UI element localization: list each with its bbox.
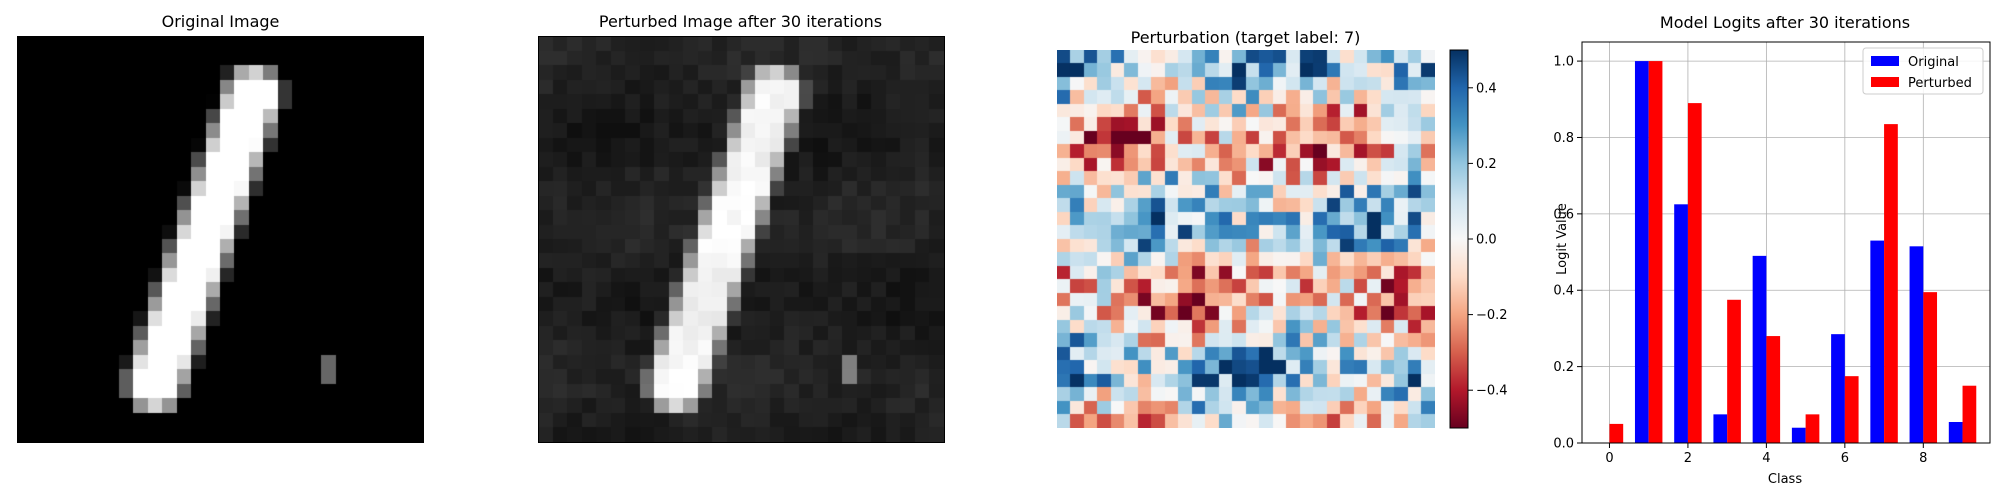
legend: Original Perturbed [1862, 47, 1984, 95]
bar-original-class-8 [1909, 246, 1924, 443]
y-tick-label: 0.6 [1553, 207, 1574, 222]
x-tick-label: 8 [1919, 451, 1927, 466]
colorbar-gradient [1449, 49, 1469, 429]
x-tick-label: 2 [1684, 451, 1692, 466]
colorbar: 0.4 0.2 0.0 −0.2 −0.4 [1449, 49, 1508, 429]
y-tick-label: 0.8 [1553, 131, 1574, 146]
colorbar-tick-label: 0.2 [1476, 157, 1497, 172]
bar-original-class-6 [1831, 334, 1845, 443]
x-tick-label: 6 [1841, 451, 1849, 466]
bar-original-class-1 [1634, 61, 1649, 443]
perturbation-heatmap [1057, 50, 1435, 428]
perturbation-title: Perturbation (target label: 7) [1130, 28, 1361, 47]
x-tick-label: 4 [1762, 451, 1770, 466]
chart-title: Model Logits after 30 iterations [1660, 13, 1910, 32]
bar-perturbed-class-3 [1727, 299, 1741, 443]
y-tick-label: 0.4 [1553, 284, 1574, 299]
bar-perturbed-class-9 [1962, 385, 1977, 443]
plot-frame [1581, 41, 1991, 444]
bar-perturbed-class-1 [1648, 61, 1663, 443]
bar-perturbed-class-8 [1923, 292, 1938, 443]
bar-original-class-4 [1752, 255, 1767, 443]
x-axis-label: Class [1768, 472, 1802, 487]
original-image-title: Original Image [161, 12, 280, 31]
bar-original-class-7 [1870, 240, 1885, 443]
legend-label-original: Original [1908, 55, 1959, 70]
bar-perturbed-class-7 [1884, 124, 1898, 443]
legend-label-perturbed: Perturbed [1908, 76, 1972, 91]
y-tick-label: 0.0 [1553, 437, 1574, 452]
perturbed-image [538, 36, 945, 443]
bar-original-class-2 [1674, 204, 1688, 443]
bar-original-class-3 [1713, 414, 1728, 443]
y-axis-label: Logit Value [1555, 203, 1570, 275]
legend-swatch-perturbed [1871, 77, 1899, 87]
bar-perturbed-class-6 [1844, 376, 1859, 443]
bar-perturbed-class-4 [1766, 336, 1781, 443]
perturbed-image-title: Perturbed Image after 30 iterations [598, 12, 883, 31]
colorbar-tick-label: 0.0 [1476, 233, 1497, 248]
colorbar-tick-label: −0.4 [1476, 384, 1508, 399]
bar-perturbed-class-5 [1805, 414, 1820, 443]
y-tick-label: 1.0 [1553, 55, 1574, 70]
bar-perturbed-class-0 [1609, 423, 1624, 443]
original-image [17, 36, 424, 443]
x-tick-label: 0 [1605, 451, 1613, 466]
legend-swatch-original [1871, 56, 1899, 66]
bar-original-class-5 [1791, 427, 1806, 443]
y-tick-label: 0.2 [1553, 360, 1574, 375]
colorbar-tick-label: 0.4 [1476, 81, 1497, 96]
logits-bar-chart: Model Logits after 30 iterations 0 2 4 6 8 0… [1553, 13, 1991, 487]
bar-perturbed-class-2 [1687, 103, 1702, 443]
colorbar-tick-label: −0.2 [1476, 308, 1508, 323]
bar-original-class-9 [1948, 421, 1963, 443]
